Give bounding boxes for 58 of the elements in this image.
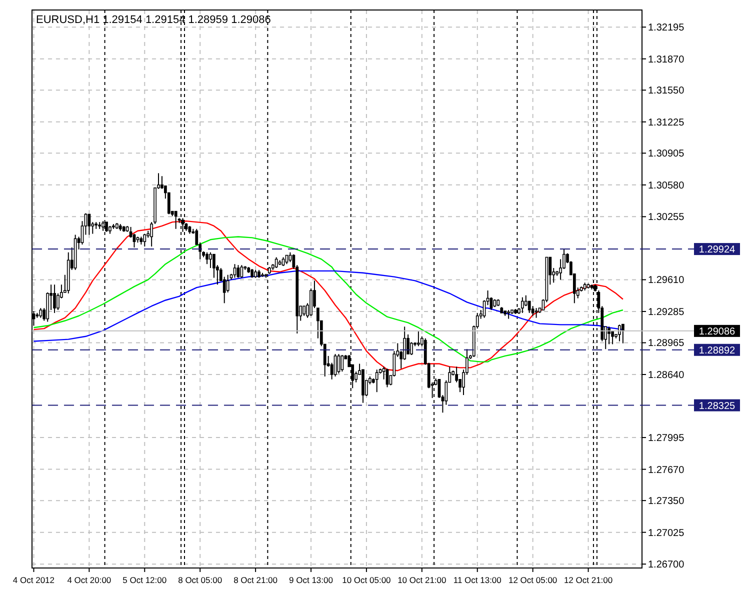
ref-line-label: 1.29924 (698, 244, 736, 256)
candlestick (520, 296, 524, 314)
candlestick (302, 306, 306, 316)
y-tick-label: 1.27025 (648, 528, 685, 539)
candlestick (524, 294, 528, 307)
candlestick (209, 252, 212, 268)
candlestick (274, 256, 278, 268)
line-series (33, 236, 624, 362)
x-tick-label: 11 Oct 13:00 (453, 575, 502, 585)
ref-line-label: 1.28325 (698, 400, 736, 412)
candlestick (375, 369, 378, 393)
candlestick (181, 218, 184, 232)
candlestick (226, 274, 230, 293)
y-tick-label: 1.29610 (648, 275, 685, 286)
line-series (33, 270, 624, 342)
y-tick-label: 1.31870 (648, 54, 685, 66)
y-tick-label: 1.30580 (648, 180, 685, 192)
y-tick-label: 1.31225 (648, 117, 685, 128)
candlestick (102, 220, 104, 232)
y-tick-label: 1.32195 (648, 22, 685, 34)
candlestick (174, 210, 178, 230)
y-tick-label: 1.28965 (648, 338, 685, 350)
y-tick-label: 1.27350 (648, 496, 685, 508)
y-tick-label: 1.31550 (648, 86, 685, 97)
x-tick-label: 12 Oct 21:00 (564, 575, 613, 585)
x-tick-label: 4 Oct 20:00 (67, 575, 112, 585)
candlestick (240, 264, 244, 278)
y-tick-label: 1.26700 (648, 560, 685, 571)
ref-line-label: 1.29086 (698, 326, 736, 338)
x-tick-label: 12 Oct 05:00 (508, 575, 558, 585)
x-tick-label: 9 Oct 13:00 (289, 575, 334, 585)
y-tick-label: 1.28640 (648, 370, 685, 382)
y-tick-label: 1.30905 (648, 148, 685, 160)
y-tick-label: 1.30255 (648, 212, 685, 224)
y-tick-label: 1.29285 (648, 306, 685, 318)
candlestick (618, 324, 621, 342)
candlestick (53, 284, 56, 314)
candlestick (417, 331, 420, 347)
x-tick-label: 10 Oct 21:00 (398, 575, 447, 585)
candlestick (143, 233, 146, 247)
x-tick-label: 10 Oct 05:00 (342, 575, 392, 585)
candlestick (105, 222, 108, 232)
candlestick (88, 214, 91, 236)
y-tick-label: 1.27995 (648, 433, 685, 444)
candlestick (39, 308, 42, 318)
chart-title: EURUSD,H1 1.29154 1.29154 1.28959 1.29086 (36, 14, 271, 26)
candlestick (410, 342, 413, 356)
x-tick-label: 8 Oct 05:00 (178, 575, 222, 585)
x-tick-label: 8 Oct 21:00 (234, 575, 278, 585)
candlestick (608, 326, 611, 345)
x-tick-label: 4 Oct 2012 (12, 575, 55, 585)
candlestick (206, 252, 208, 265)
candlestick (534, 308, 538, 318)
candlestick (160, 176, 164, 190)
candlestick (622, 324, 624, 344)
x-tick-label: 5 Oct 12:00 (122, 575, 167, 585)
y-tick-label: 1.27670 (648, 464, 685, 476)
ref-line-label: 1.28892 (698, 345, 736, 356)
